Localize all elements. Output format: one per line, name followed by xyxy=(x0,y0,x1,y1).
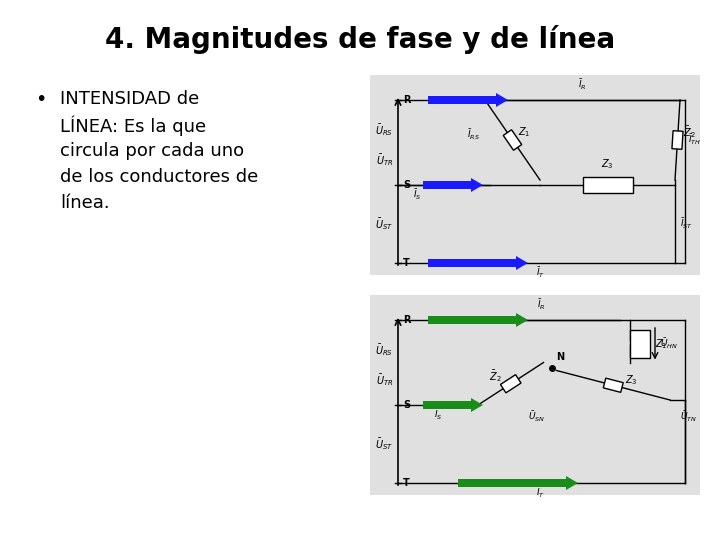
Text: $\bar{I}_T$: $\bar{I}_T$ xyxy=(536,266,546,280)
Text: $\bar{I}_S$: $\bar{I}_S$ xyxy=(413,188,422,202)
Polygon shape xyxy=(500,375,521,393)
Text: $\bar{Z}_2$: $\bar{Z}_2$ xyxy=(490,368,502,383)
Text: $Z_3$: $Z_3$ xyxy=(625,373,638,387)
Text: $\bar{U}_{RS}$: $\bar{U}_{RS}$ xyxy=(375,342,393,358)
Polygon shape xyxy=(503,130,522,150)
Text: $\bar{I}_T$: $\bar{I}_T$ xyxy=(536,486,546,501)
Polygon shape xyxy=(672,131,683,149)
Text: $\bar{U}_{TR}$: $\bar{U}_{TR}$ xyxy=(376,152,393,168)
Polygon shape xyxy=(603,378,624,393)
Text: $\bar{I}_R$: $\bar{I}_R$ xyxy=(577,78,586,92)
FancyArrow shape xyxy=(428,313,528,327)
Text: $Z_3$: $Z_3$ xyxy=(601,157,614,171)
FancyArrow shape xyxy=(423,178,483,192)
Text: $\bar{U}_{SN}$: $\bar{U}_{SN}$ xyxy=(528,410,545,424)
Text: T: T xyxy=(403,258,410,268)
Text: R: R xyxy=(403,315,410,325)
FancyArrow shape xyxy=(428,93,508,107)
Text: $\bar{U}_{ST}$: $\bar{U}_{ST}$ xyxy=(375,436,393,452)
Text: $\bar{U}_{ST}$: $\bar{U}_{ST}$ xyxy=(375,216,393,232)
Text: $\bar{U}_{RS}$: $\bar{U}_{RS}$ xyxy=(375,122,393,138)
Text: $\bar{I}_S$: $\bar{I}_S$ xyxy=(433,408,442,422)
Bar xyxy=(370,295,700,495)
Text: $Z_1$: $Z_1$ xyxy=(518,125,531,139)
Text: 4. Magnitudes de fase y de línea: 4. Magnitudes de fase y de línea xyxy=(105,25,615,54)
Text: $\bar{Z}_2$: $\bar{Z}_2$ xyxy=(683,124,696,140)
Text: $\bar{I}_R$: $\bar{I}_R$ xyxy=(536,298,545,312)
FancyArrow shape xyxy=(428,256,528,270)
Text: T: T xyxy=(403,478,410,488)
Text: S: S xyxy=(403,400,410,410)
Bar xyxy=(582,177,632,193)
Text: de los conductores de: de los conductores de xyxy=(60,168,258,186)
Bar xyxy=(370,75,700,275)
Text: $\bar{U}_{TR}$: $\bar{U}_{TR}$ xyxy=(376,372,393,388)
Text: •: • xyxy=(35,90,46,109)
Text: N: N xyxy=(557,353,564,362)
Text: circula por cada uno: circula por cada uno xyxy=(60,142,244,160)
Text: R: R xyxy=(403,95,410,105)
Text: S: S xyxy=(403,180,410,190)
Bar xyxy=(630,330,650,357)
Text: $\bar{I}_{ST}$: $\bar{I}_{ST}$ xyxy=(680,217,693,231)
Text: línea.: línea. xyxy=(60,194,109,212)
Text: LÍNEA: Es la que: LÍNEA: Es la que xyxy=(60,116,206,137)
Text: $\bar{I}_{RS}$: $\bar{I}_{RS}$ xyxy=(467,128,480,142)
Text: $\bar{I}_{TH}$: $\bar{I}_{TH}$ xyxy=(688,133,701,147)
Text: $Z_1$: $Z_1$ xyxy=(655,337,667,350)
FancyArrow shape xyxy=(423,398,483,412)
Text: $\bar{U}_{TN}$: $\bar{U}_{TN}$ xyxy=(680,410,697,424)
Text: $\bar{U}_{HN}$: $\bar{U}_{HN}$ xyxy=(660,336,678,351)
Text: INTENSIDAD de: INTENSIDAD de xyxy=(60,90,199,108)
FancyArrow shape xyxy=(458,476,578,490)
